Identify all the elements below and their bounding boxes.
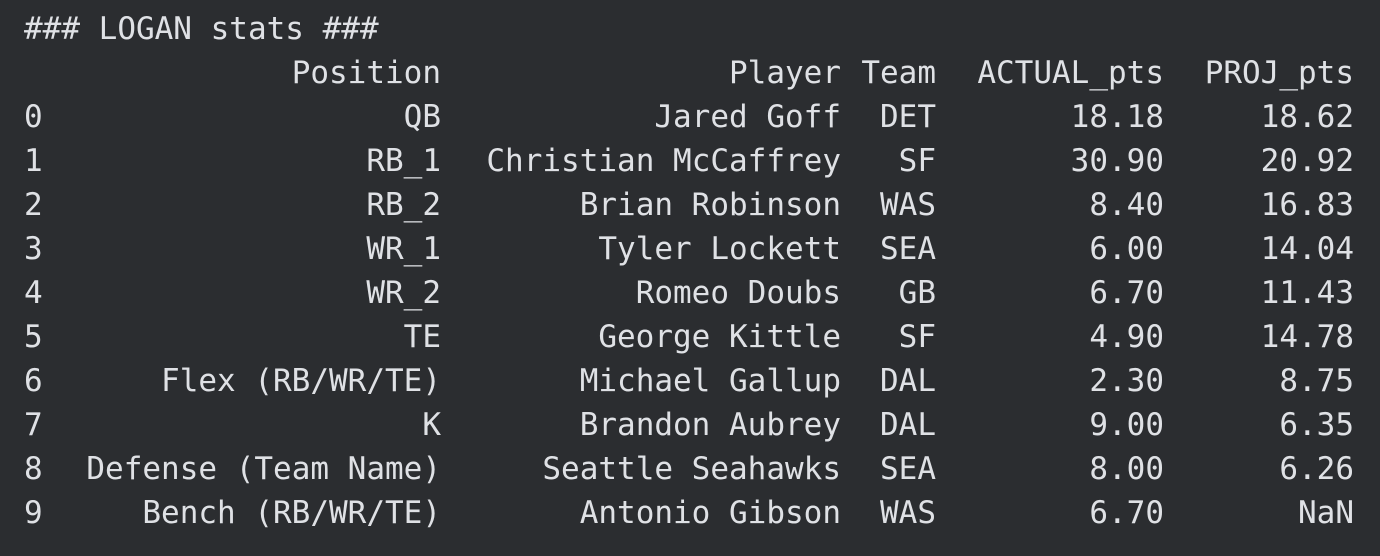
table-row: 2 RB_2 Brian Robinson WAS 8.40 16.83	[0, 183, 1380, 227]
position-cell: TE	[403, 319, 441, 355]
actual-pts-cell: 30.90	[1070, 143, 1164, 179]
position-cell: WR_2	[366, 275, 441, 311]
table-row: 7 K Brandon Aubrey DAL 9.00 6.35	[0, 403, 1380, 447]
row-index: 6	[24, 363, 43, 399]
player-cell: Brian Robinson	[579, 187, 841, 223]
actual-pts-cell: 6.70	[1089, 275, 1164, 311]
column-header-proj-pts: PROJ_pts	[1204, 55, 1354, 91]
row-index: 5	[24, 319, 43, 355]
team-cell: SF	[898, 143, 936, 179]
position-cell: RB_1	[366, 143, 441, 179]
actual-pts-cell: 6.70	[1089, 495, 1164, 531]
table-row: 9 Bench (RB/WR/TE) Antonio Gibson WAS 6.70 Na…	[0, 491, 1380, 535]
player-cell: George Kittle	[598, 319, 841, 355]
table-row: 6 Flex (RB/WR/TE) Michael Gallup DAL 2.30 8.7…	[0, 359, 1380, 403]
row-index: 1	[24, 143, 43, 179]
table-row: 3 WR_1 Tyler Lockett SEA 6.00 14.04	[0, 227, 1380, 271]
table-row: 4 WR_2 Romeo Doubs GB 6.70 11.43	[0, 271, 1380, 315]
column-header-player: Player	[729, 55, 841, 91]
player-cell: Tyler Lockett	[598, 231, 841, 267]
team-cell: GB	[898, 275, 936, 311]
position-cell: Bench (RB/WR/TE)	[142, 495, 441, 531]
player-cell: Christian McCaffrey	[486, 143, 841, 179]
proj-pts-cell: 14.78	[1260, 319, 1354, 355]
row-index: 9	[24, 495, 43, 531]
team-cell: WAS	[880, 187, 936, 223]
table-row: 0 QB Jared Goff DET 18.18 18.62	[0, 95, 1380, 139]
position-cell: Defense (Team Name)	[86, 451, 441, 487]
proj-pts-cell: 6.26	[1279, 451, 1354, 487]
actual-pts-cell: 4.90	[1089, 319, 1164, 355]
position-cell: QB	[403, 99, 441, 135]
proj-pts-cell: 18.62	[1260, 99, 1354, 135]
actual-pts-cell: 6.00	[1089, 231, 1164, 267]
actual-pts-cell: 2.30	[1089, 363, 1164, 399]
team-cell: SEA	[880, 231, 936, 267]
column-header-actual-pts: ACTUAL_pts	[977, 55, 1164, 91]
column-header-team: Team	[861, 55, 936, 91]
player-cell: Brandon Aubrey	[579, 407, 841, 443]
proj-pts-cell: 11.43	[1260, 275, 1354, 311]
proj-pts-cell: 14.04	[1260, 231, 1354, 267]
row-index: 7	[24, 407, 43, 443]
proj-pts-cell: NaN	[1298, 495, 1354, 531]
position-cell: WR_1	[366, 231, 441, 267]
proj-pts-cell: 20.92	[1260, 143, 1354, 179]
player-cell: Seattle Seahawks	[542, 451, 841, 487]
row-index: 0	[24, 99, 43, 135]
actual-pts-cell: 18.18	[1070, 99, 1164, 135]
output-title: ### LOGAN stats ###	[24, 11, 379, 47]
table-header-row: Position Player Team ACTUAL_pts PROJ_pts	[0, 51, 1380, 95]
team-cell: SEA	[880, 451, 936, 487]
player-cell: Michael Gallup	[579, 363, 841, 399]
title-line: ### LOGAN stats ###	[0, 7, 1380, 51]
player-cell: Jared Goff	[654, 99, 841, 135]
team-cell: WAS	[880, 495, 936, 531]
row-index: 8	[24, 451, 43, 487]
actual-pts-cell: 8.40	[1089, 187, 1164, 223]
actual-pts-cell: 8.00	[1089, 451, 1164, 487]
position-cell: RB_2	[366, 187, 441, 223]
actual-pts-cell: 9.00	[1089, 407, 1164, 443]
team-cell: DET	[880, 99, 936, 135]
row-index: 2	[24, 187, 43, 223]
player-cell: Antonio Gibson	[579, 495, 841, 531]
team-cell: DAL	[880, 363, 936, 399]
row-index: 4	[24, 275, 43, 311]
row-index: 3	[24, 231, 43, 267]
team-cell: DAL	[880, 407, 936, 443]
player-cell: Romeo Doubs	[635, 275, 841, 311]
table-row: 5 TE George Kittle SF 4.90 14.78	[0, 315, 1380, 359]
table-row: 8 Defense (Team Name) Seattle Seahawks SEA 8…	[0, 447, 1380, 491]
position-cell: K	[422, 407, 441, 443]
team-cell: SF	[898, 319, 936, 355]
proj-pts-cell: 8.75	[1279, 363, 1354, 399]
proj-pts-cell: 16.83	[1260, 187, 1354, 223]
column-header-position: Position	[291, 55, 441, 91]
proj-pts-cell: 6.35	[1279, 407, 1354, 443]
position-cell: Flex (RB/WR/TE)	[161, 363, 441, 399]
table-row: 1 RB_1 Christian McCaffrey SF 30.90 20.92	[0, 139, 1380, 183]
